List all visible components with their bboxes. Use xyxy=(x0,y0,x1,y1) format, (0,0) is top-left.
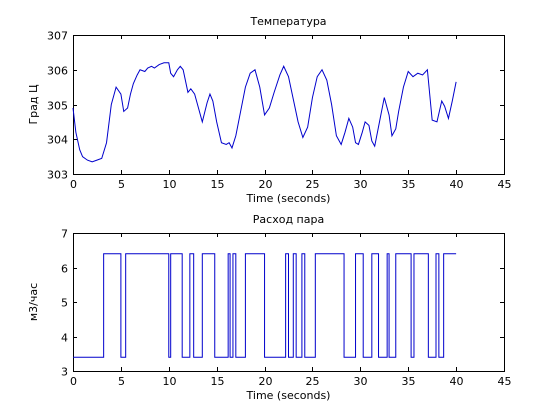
x-tick-label: 35 xyxy=(402,178,416,191)
x-tick-label: 20 xyxy=(259,178,273,191)
y-tick-label: 5 xyxy=(61,297,68,310)
x-tick-label: 20 xyxy=(259,375,273,388)
x-tick-label: 25 xyxy=(306,375,320,388)
x-tick-label: 40 xyxy=(450,375,464,388)
y-axis-label: м3/час xyxy=(27,283,40,321)
y-tick-label: 306 xyxy=(47,65,68,78)
x-tick-label: 5 xyxy=(118,178,125,191)
x-tick-label: 10 xyxy=(163,178,177,191)
x-tick-label: 10 xyxy=(163,375,177,388)
x-tick-label: 15 xyxy=(211,178,225,191)
y-axis-label: Град Ц xyxy=(27,84,40,125)
y-tick-label: 6 xyxy=(61,263,68,276)
x-tick-label: 0 xyxy=(70,178,77,191)
x-tick-label: 15 xyxy=(211,375,225,388)
subplot-1: 0 5 10 15 20 25 30 35 40 45 303 304 305 306 307 Темпера… xyxy=(27,15,512,205)
y-tick-label: 305 xyxy=(47,100,68,113)
x-tick-label: 5 xyxy=(118,375,125,388)
x-axis-label: Time (seconds) xyxy=(246,192,331,205)
x-tick-label: 25 xyxy=(306,178,320,191)
y-tick-label: 3 xyxy=(61,366,68,379)
x-tick-label: 0 xyxy=(70,375,77,388)
y-tick-label: 4 xyxy=(61,332,68,345)
x-tick-label: 40 xyxy=(450,178,464,191)
x-tick-label: 30 xyxy=(354,375,368,388)
series-line xyxy=(72,62,457,163)
chart-title: Температура xyxy=(249,15,326,28)
x-tick-label: 30 xyxy=(354,178,368,191)
y-tick-label: 303 xyxy=(47,169,68,182)
y-tick-label: 304 xyxy=(47,134,68,147)
x-tick-label: 45 xyxy=(498,375,512,388)
axes-box xyxy=(73,35,505,175)
chart-title: Расход пара xyxy=(253,213,324,226)
x-tick-label: 45 xyxy=(498,178,512,191)
y-tick-label: 307 xyxy=(47,30,68,43)
x-tick-label: 35 xyxy=(402,375,416,388)
series-line xyxy=(73,253,457,358)
x-axis-label: Time (seconds) xyxy=(246,389,331,402)
y-tick-label: 7 xyxy=(61,228,68,241)
